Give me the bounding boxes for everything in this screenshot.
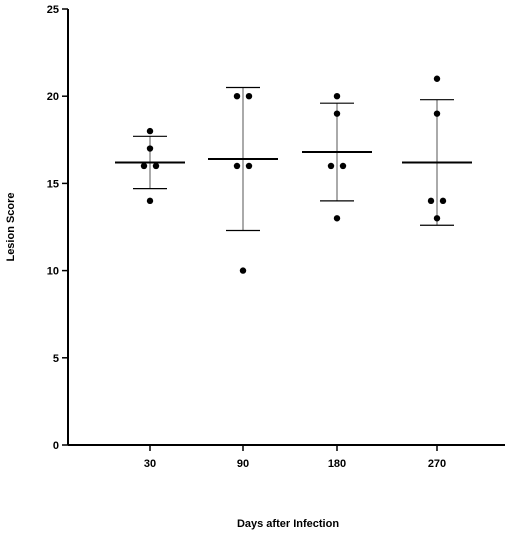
data-point (239, 267, 247, 274)
data-point (152, 162, 160, 170)
data-point (146, 197, 154, 205)
data-point (439, 197, 447, 205)
data-point (146, 145, 154, 152)
y-tick-label: 10 (47, 266, 59, 278)
data-point (333, 93, 341, 100)
data-point (233, 162, 241, 170)
y-tick-label: 5 (53, 353, 59, 365)
data-point (433, 75, 441, 82)
group-30 (115, 127, 185, 205)
x-axis-title: Days after Infection (237, 518, 339, 530)
y-tick-label: 0 (53, 440, 59, 452)
y-axis: 0 5 10 15 20 25 (47, 4, 69, 452)
x-tick-label: 90 (237, 458, 249, 470)
group-180 (302, 93, 372, 222)
data-point (433, 215, 441, 222)
y-tick-label: 25 (47, 4, 59, 16)
x-tick-label: 270 (428, 458, 446, 470)
data-point (433, 110, 441, 117)
data-point (339, 162, 347, 170)
data-point (245, 162, 253, 170)
data-point (146, 127, 154, 135)
group-90 (208, 86, 278, 274)
data-point (333, 215, 341, 222)
data-point (333, 110, 341, 117)
y-tick-label: 15 (47, 178, 59, 190)
data-point (233, 93, 241, 100)
y-axis-title: Lesion Score (5, 192, 17, 261)
data-point (327, 162, 335, 170)
y-tick-label: 20 (47, 91, 59, 103)
data-point (427, 197, 435, 205)
data-marks (115, 75, 472, 274)
x-tick-label: 180 (328, 458, 346, 470)
group-270 (402, 75, 472, 226)
x-tick-label: 30 (144, 458, 156, 470)
x-axis: 30 90 180 270 (68, 444, 505, 470)
data-point (140, 162, 148, 170)
data-point (245, 93, 253, 100)
